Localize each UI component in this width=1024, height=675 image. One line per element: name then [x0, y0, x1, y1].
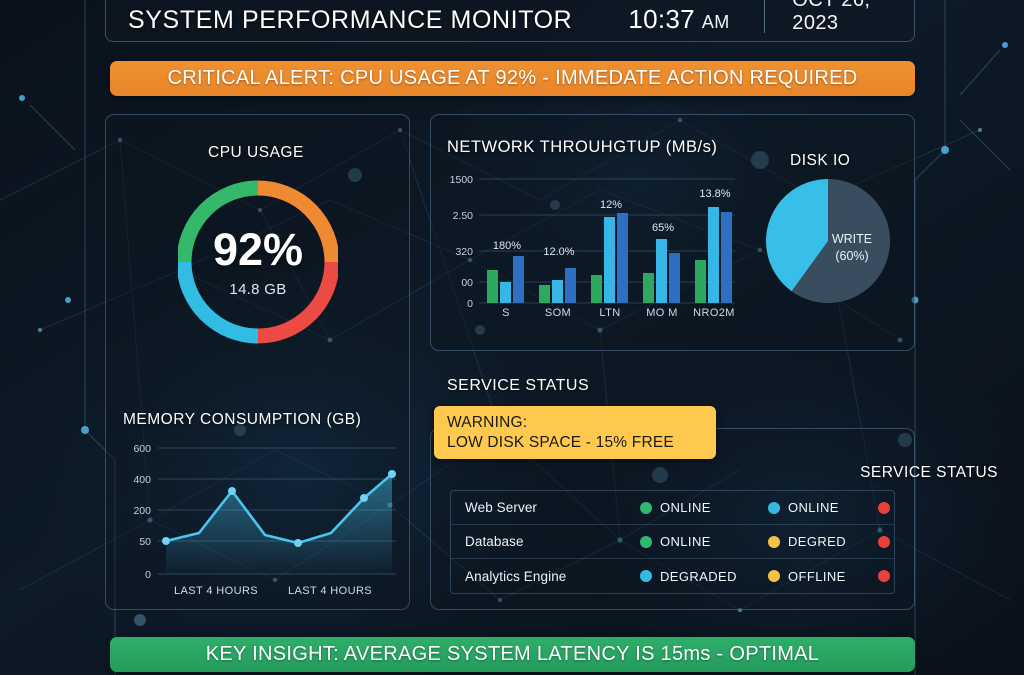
service-status-secondary: DEGRED [768, 534, 878, 549]
memory-consumption-chart: 600 400 200 50 0 LAST 4 HOURS LAST 4 HOU… [133, 443, 396, 597]
status-dot [768, 535, 780, 548]
net-ytick-1: 2.50 [453, 210, 474, 222]
bar-group-0 [487, 256, 524, 303]
mem-ytick-1: 400 [133, 474, 151, 486]
mem-ytick-3: 50 [139, 536, 151, 548]
status-label: DEGRADED [660, 568, 737, 584]
service-status-primary: DEGRADED [640, 569, 768, 584]
bar-label-1: 12.0% [543, 246, 574, 258]
net-ytick-3: 00 [461, 277, 473, 289]
memory-consumption-title: MEMORY CONSUMPTION (GB) [123, 411, 362, 428]
table-row[interactable]: Analytics Engine DEGRADED OFFLINE [451, 559, 894, 593]
disk-io-slice-label: WRITE [832, 232, 872, 246]
net-xtick-1: SOM [545, 307, 571, 318]
mem-xtick-1: LAST 4 HOURS [288, 585, 372, 597]
key-insight-banner: KEY INSIGHT: AVERAGE SYSTEM LATENCY IS 1… [110, 637, 915, 672]
status-dot [640, 570, 652, 582]
service-status-primary: ONLINE [640, 500, 768, 515]
header-bar: SYSTEM PERFORMANCE MONITOR 10:37 AM OCT … [105, 0, 915, 42]
status-dot [640, 535, 652, 548]
clock: 10:37 AM [628, 4, 729, 35]
warning-message: LOW DISK SPACE - 15% FREE [447, 433, 674, 451]
warning-title: WARNING: [447, 413, 528, 431]
bar-label-3: 65% [652, 222, 674, 234]
net-xtick-2: LTN [599, 307, 620, 318]
cpu-usage-title: CPU USAGE [208, 144, 304, 161]
header-divider [763, 0, 765, 33]
net-xtick-0: S [502, 307, 510, 318]
mem-ytick-4: 0 [145, 569, 151, 581]
critical-alert-banner: CRITICAL ALERT: CPU USAGE AT 92% - IMMED… [110, 61, 915, 96]
page-title: SYSTEM PERFORMANCE MONITOR [128, 6, 573, 34]
status-dot [768, 570, 780, 582]
bar-group-2 [591, 213, 628, 303]
status-label: ONLINE [788, 500, 839, 515]
net-ytick-2: 320 [455, 246, 473, 258]
service-status-primary: ONLINE [640, 534, 768, 549]
status-dot-alert [878, 501, 890, 514]
mem-ytick-0: 600 [133, 443, 151, 455]
status-label: ONLINE [660, 534, 711, 549]
bar-group-4 [695, 207, 732, 303]
service-status-table: Web Server ONLINE ONLINE Database ONLINE… [450, 490, 895, 594]
service-name: Web Server [465, 500, 538, 515]
header-date: OCT 26, 2023 [792, 0, 871, 34]
key-insight-text: KEY INSIGHT: AVERAGE SYSTEM LATENCY IS 1… [205, 643, 820, 665]
network-throughput-title: NETWORK THROUHGTUP (MB/s) [447, 138, 718, 156]
status-dot [640, 501, 652, 514]
bar-group-3 [643, 239, 680, 303]
network-throughput-chart: 1500 2.50 320 00 0 [450, 174, 735, 318]
mem-ytick-2: 200 [133, 505, 151, 517]
warning-box: WARNING: LOW DISK SPACE - 15% FREE [434, 406, 716, 459]
disk-io-title: DISK IO [790, 152, 851, 169]
table-row[interactable]: Web Server ONLINE ONLINE [451, 491, 894, 525]
mem-xtick-0: LAST 4 HOURS [174, 585, 258, 597]
status-dot-alert [878, 570, 890, 582]
clock-time: 10:37 [628, 4, 695, 34]
status-dot [768, 501, 780, 514]
net-ytick-4: 0 [467, 298, 473, 310]
cpu-usage-donut: 92% 14.8 GB [176, 166, 340, 358]
critical-alert-text: CRITICAL ALERT: CPU USAGE AT 92% - IMMED… [167, 67, 858, 89]
disk-io-pie-chart: WRITE (60%) [765, 179, 890, 303]
status-dot-alert [878, 535, 890, 548]
service-status-secondary: ONLINE [768, 500, 878, 515]
status-label: ONLINE [660, 500, 711, 515]
net-ytick-0: 1500 [450, 174, 474, 186]
service-status-heading: SERVICE STATUS [447, 377, 590, 394]
service-status-column-header: SERVICE STATUS [860, 464, 998, 481]
net-xtick-3: MO M [646, 307, 678, 318]
service-name: Database [465, 534, 524, 549]
bar-group-1 [539, 268, 576, 303]
clock-ampm: AM [701, 12, 730, 32]
bar-label-2: 12% [600, 199, 622, 211]
bar-label-0: 180% [493, 240, 521, 252]
table-row[interactable]: Database ONLINE DEGRED [451, 525, 894, 559]
bar-label-4: 13.8% [699, 188, 730, 200]
status-label: OFFLINE [788, 568, 846, 584]
service-name: Analytics Engine [465, 568, 567, 584]
net-xtick-4: NRO2M [693, 307, 735, 318]
service-status-secondary: OFFLINE [768, 569, 878, 584]
disk-io-slice-value: (60%) [835, 249, 868, 263]
status-label: DEGRED [788, 534, 847, 549]
